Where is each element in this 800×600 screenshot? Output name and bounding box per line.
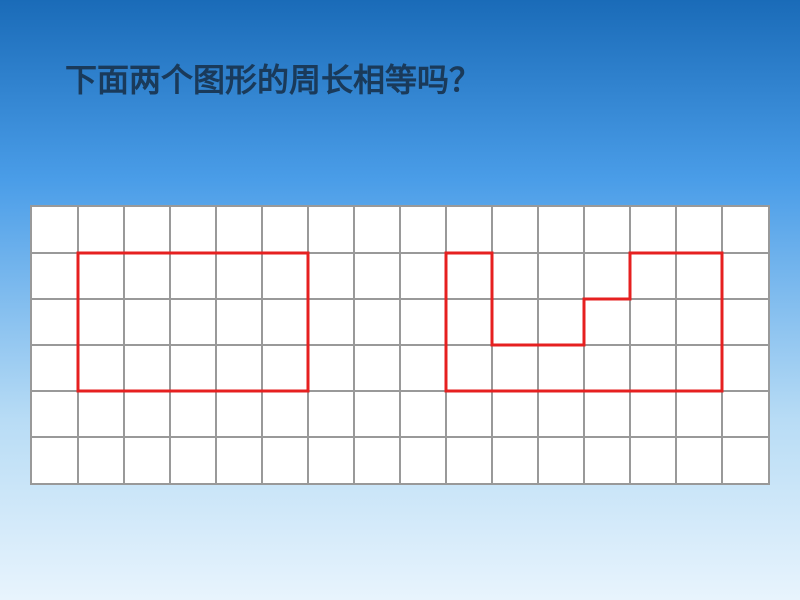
question-text: 下面两个图形的周长相等吗？ bbox=[65, 55, 481, 101]
shape-left bbox=[78, 253, 308, 391]
grid-panel bbox=[30, 205, 770, 485]
grid-svg bbox=[32, 207, 768, 483]
